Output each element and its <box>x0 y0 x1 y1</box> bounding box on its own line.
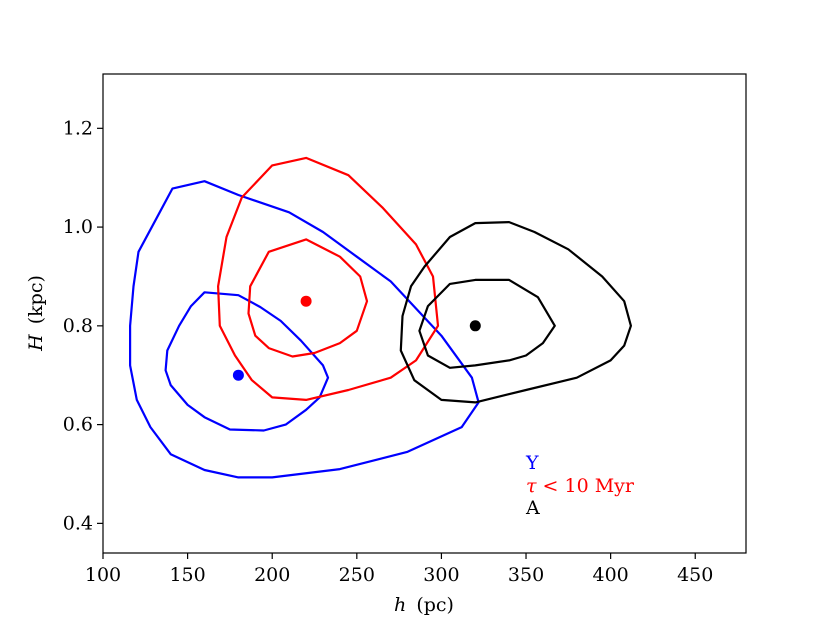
y-tick-label: 0.8 <box>63 315 93 337</box>
x-axis-label-unit: (pc) <box>416 594 454 616</box>
x-tick-label: 250 <box>339 564 375 586</box>
legend-entry-tau-symbol: τ <box>526 475 537 497</box>
x-axis-ticks: 100 150 200 250 300 350 400 450 <box>85 553 713 586</box>
x-tick-label: 450 <box>677 564 713 586</box>
x-tick-label: 100 <box>85 564 121 586</box>
y-axis-label-var: H <box>25 334 47 352</box>
x-tick-label: 300 <box>423 564 459 586</box>
y-tick-label: 0.4 <box>63 512 93 534</box>
x-axis-label-var: h <box>394 594 406 616</box>
x-tick-label: 200 <box>254 564 290 586</box>
contour-series-2-level-1 <box>399 221 633 404</box>
y-tick-label: 0.6 <box>63 414 93 436</box>
center-point-series-1 <box>300 295 312 307</box>
contours-layer <box>129 156 633 479</box>
legend-entry-a: A <box>525 497 540 519</box>
center-point-series-0 <box>232 369 244 381</box>
y-tick-label: 1.0 <box>63 216 93 238</box>
contour-series-2-level-0 <box>418 278 556 369</box>
contour-series-0-level-1 <box>129 180 480 479</box>
x-tick-label: 350 <box>508 564 544 586</box>
contour-series-1-level-0 <box>247 238 369 358</box>
y-tick-label: 1.2 <box>63 117 93 139</box>
center-point-series-2 <box>469 320 481 332</box>
y-axis-label: H (kpc) <box>25 275 47 352</box>
centers-layer <box>232 295 481 381</box>
x-tick-label: 150 <box>169 564 205 586</box>
y-axis-ticks: 0.4 0.6 0.8 1.0 1.2 <box>63 117 103 534</box>
legend: Y τ < 10 Myr A <box>525 452 635 519</box>
x-axis-label: h (pc) <box>394 594 454 616</box>
contour-series-1-level-1 <box>217 156 440 401</box>
legend-entry-y: Y <box>525 452 539 474</box>
plot-frame <box>102 73 747 554</box>
legend-entry-tau: τ < 10 Myr <box>526 475 635 497</box>
x-tick-label: 400 <box>592 564 628 586</box>
y-axis-label-unit: (kpc) <box>25 275 47 324</box>
contour-series-0-level-0 <box>164 291 330 432</box>
legend-entry-tau-text: < 10 Myr <box>537 475 635 497</box>
